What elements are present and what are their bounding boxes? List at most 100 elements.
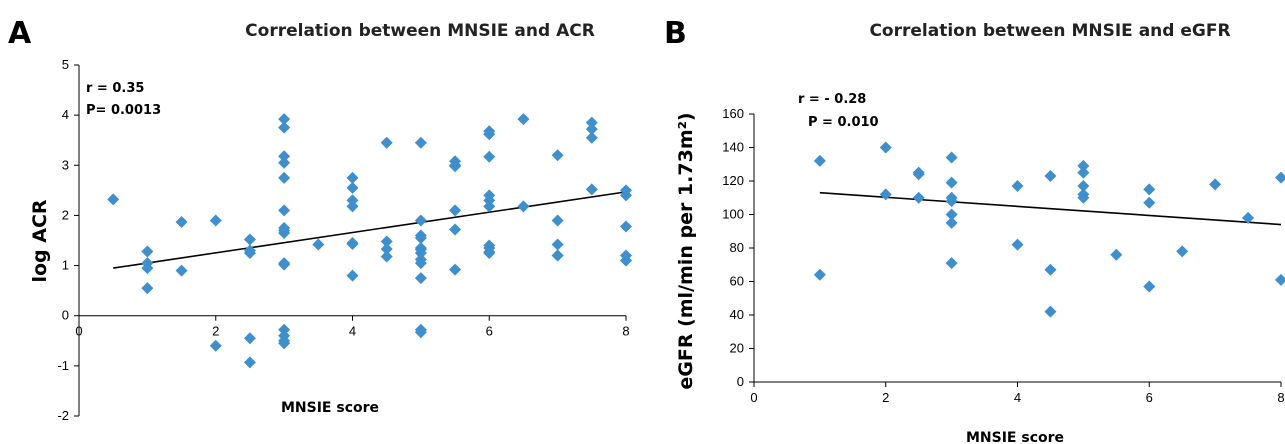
panel-a-data-point	[585, 123, 598, 136]
panel-a-data-point	[380, 243, 393, 256]
panel-a-data-point	[380, 250, 393, 263]
panel-a-x-tick-label: 0	[75, 324, 82, 339]
panel-a-y-tick-label: 1	[62, 258, 69, 273]
panel-b-data-point	[1044, 263, 1057, 276]
panel-a-data-point	[414, 214, 427, 227]
panel-a-data-point	[551, 214, 564, 227]
panel-a-data-point	[380, 136, 393, 149]
panel-b-data-point	[945, 176, 958, 189]
panel-b-data-point	[1242, 211, 1255, 224]
panel-a-data-point	[278, 150, 291, 163]
panel-b-data-point	[1011, 238, 1024, 251]
panel-b-title: Correlation between MNSIE and eGFR	[869, 21, 1230, 41]
panel-a-data-point	[449, 159, 462, 172]
panel-a-data-point	[141, 282, 154, 295]
panel-a-data-point	[346, 194, 359, 207]
panel-a-data-point	[483, 247, 496, 260]
panel-a-data-point	[278, 257, 291, 270]
panel-a-data-point	[209, 339, 222, 352]
panel-b-y-tick-label: 120	[722, 173, 744, 188]
panel-b-data-point	[1275, 171, 1285, 184]
panel-b-data-point	[945, 191, 958, 204]
panel-b-p-value: P = 0.010	[808, 115, 879, 130]
panel-a-y-tick-label: -1	[57, 358, 69, 373]
panel-a-x-tick-label: 4	[349, 324, 356, 339]
panel-a-data-point	[175, 215, 188, 228]
panel-a-data-point	[107, 193, 120, 206]
panel-b-y-axis-label: eGFR (ml/min per 1.73m²)	[675, 112, 697, 389]
panel-a-data-point	[414, 247, 427, 260]
panel-b-data-point	[813, 268, 826, 281]
panel-a-data-point	[449, 223, 462, 236]
panel-b-data-point	[912, 168, 925, 181]
panel-a-title: Correlation between MNSIE and ACR	[245, 21, 595, 41]
panel-a-data-point	[517, 113, 530, 126]
panel-a-data-point	[414, 229, 427, 242]
panel-a-data-point	[483, 128, 496, 141]
panel-a-data-point	[483, 194, 496, 207]
panel-b-data-point	[879, 188, 892, 201]
panel-a-data-point	[414, 257, 427, 270]
panel-a-x-tick-label: 8	[622, 324, 629, 339]
panel-b-y-tick-label: 100	[722, 207, 744, 222]
panel-b-data-point	[1143, 280, 1156, 293]
panel-b-data-point	[1077, 166, 1090, 179]
panel-a-data-point	[278, 121, 291, 134]
panel-a-data-point	[585, 116, 598, 129]
panel-a-data-point	[449, 204, 462, 217]
panel-a-data-point	[551, 249, 564, 262]
panel-a-data-point	[585, 131, 598, 144]
panel-b-y-tick-label: 0	[737, 374, 744, 389]
panel-a-data-point	[243, 233, 256, 246]
panel-a-data-point	[483, 200, 496, 213]
panel-a-data-point	[517, 200, 530, 213]
panel-b-y-tick-label: 140	[722, 140, 744, 155]
panel-b-trend-line	[819, 191, 1282, 226]
panel-b-x-tick-label: 6	[1146, 390, 1153, 405]
panel-a-data-point	[346, 237, 359, 250]
panel-b-data-point	[1044, 169, 1057, 182]
panel-a-trend-line	[113, 191, 627, 269]
panel-a-data-point	[278, 113, 291, 126]
panel-a-data-point	[243, 356, 256, 369]
panel-b-data-point	[945, 208, 958, 221]
panel-a-y-tick-label: 5	[62, 57, 69, 72]
panel-a-x-axis-label: MNSIE score	[281, 400, 379, 416]
panel-b-data-point	[879, 141, 892, 154]
panel-a-data-point	[278, 171, 291, 184]
panel-a-data-point	[620, 220, 632, 233]
panel-b-x-axis-label: MNSIE score	[966, 430, 1064, 444]
panel-a-data-point	[620, 254, 632, 267]
panel-a-data-point	[141, 262, 154, 275]
panel-a-y-tick-label: -2	[57, 408, 69, 423]
panel-a-data-point	[243, 247, 256, 260]
panel-a-y-tick-label: 2	[62, 207, 69, 222]
panel-a-data-point	[346, 200, 359, 213]
panel-a-letter: A	[8, 16, 32, 51]
panel-a-data-point	[483, 150, 496, 163]
panel-a-r-value: r = 0.35	[86, 81, 144, 96]
panel-a-data-point	[175, 264, 188, 277]
panel-a-data-point	[278, 323, 291, 336]
panel-a-data-point	[278, 337, 291, 350]
panel-b-data-point	[1176, 245, 1189, 258]
panel-b-data-point	[1077, 180, 1090, 193]
panel-b-data-point	[1077, 191, 1090, 204]
panel-a-data-point	[278, 156, 291, 169]
panel-a-data-point	[346, 181, 359, 194]
panel-b-y-tick-label: 40	[730, 307, 744, 322]
panel-b-y-tick-label: 80	[730, 240, 744, 255]
panel-b-y-tick-label: 60	[730, 274, 744, 289]
panel-b-data-point	[945, 151, 958, 164]
panel-b-letter: B	[664, 16, 687, 51]
panel-a-data-point	[278, 204, 291, 217]
panel-a-data-point	[209, 214, 222, 227]
panel-b-data-point	[1143, 183, 1156, 196]
panel-b-y-tick-label: 160	[722, 106, 744, 121]
panel-a-data-point	[551, 149, 564, 162]
panel-b-y-tick-label: 20	[730, 341, 744, 356]
panel-a-data-point	[243, 332, 256, 345]
panel-b-plot-area: 0 20 40 60 80 100 120 140 160 0 2 4 6 8	[722, 106, 1285, 405]
panel-a-data-point	[346, 171, 359, 184]
